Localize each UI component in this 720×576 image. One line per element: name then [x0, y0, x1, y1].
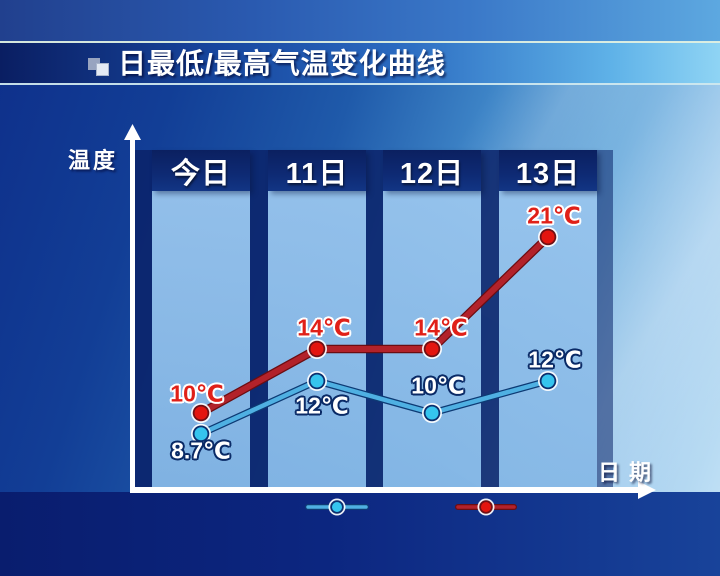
- column-gap-stripe: [481, 150, 499, 487]
- data-point-label: 10℃: [170, 380, 224, 407]
- day-column-header: 13日: [499, 150, 597, 191]
- y-axis-title: 温度: [68, 148, 119, 173]
- day-column-label: 12日: [399, 157, 465, 190]
- data-point-label: 14℃: [297, 314, 351, 341]
- separator-line: [0, 41, 720, 43]
- day-column-header: 12日: [383, 150, 481, 191]
- day-column-label: 13日: [515, 157, 581, 190]
- data-point-label: 21℃: [527, 202, 581, 229]
- data-point-label: 12℃: [295, 392, 349, 419]
- page-title: 日最低/最高气温变化曲线: [118, 48, 446, 79]
- day-column-label: 今日: [170, 157, 231, 190]
- day-column-13: 13日: [499, 150, 597, 487]
- day-column-header: 11日: [268, 150, 366, 191]
- column-gap-stripe: [597, 150, 613, 487]
- y-axis-arrow-icon: [124, 124, 141, 140]
- title-bar: 日最低/最高气温变化曲线: [0, 43, 720, 84]
- top-strip: [0, 0, 720, 42]
- column-gap-stripe: [250, 150, 268, 487]
- data-point-label: 10℃: [411, 372, 465, 399]
- column-gap-stripe: [135, 150, 152, 487]
- day-column-label: 11日: [285, 157, 349, 190]
- title-bullet-icon: [96, 63, 109, 76]
- chart-legend: 日最低气温 日最高气温: [0, 492, 720, 524]
- column-gap-stripe: [366, 150, 383, 487]
- data-point-label: 8.7℃: [171, 437, 231, 464]
- separator-line: [0, 83, 720, 85]
- data-point-label: 14℃: [414, 314, 468, 341]
- data-point-label: 12℃: [528, 346, 582, 373]
- x-axis-title: 日期: [598, 460, 661, 485]
- day-column-header: 今日: [152, 150, 250, 191]
